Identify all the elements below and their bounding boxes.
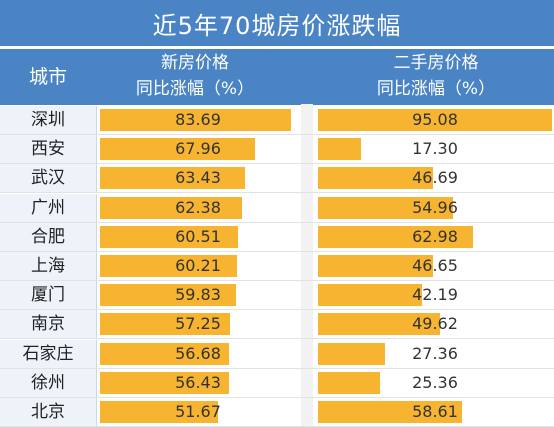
new-house-value-label: 60.51 [175, 226, 221, 246]
city-label: 厦门 [0, 281, 97, 310]
new-house-bar [100, 138, 255, 161]
second-hand-value-label: 27.36 [412, 343, 458, 363]
new-house-cell: 59.83 [100, 281, 296, 309]
second-hand-cell: 42.19 [318, 281, 552, 309]
table-row: 深圳 83.69 95.08 [0, 106, 554, 135]
new-house-bar [100, 196, 243, 219]
second-hand-bar [318, 284, 422, 307]
new-house-value-label: 63.43 [175, 168, 221, 188]
second-hand-cell: 58.61 [318, 398, 552, 426]
city-label: 深圳 [0, 106, 97, 134]
new-house-value-label: 67.96 [175, 139, 221, 159]
table-row: 武汉 63.43 46.69 [0, 164, 554, 194]
new-house-cell: 56.68 [100, 340, 296, 368]
second-hand-cell: 95.08 [318, 106, 552, 134]
city-label: 西安 [0, 135, 97, 164]
new-house-value-label: 59.83 [175, 285, 221, 305]
table-row: 南京 57.25 49.62 [0, 310, 554, 340]
second-hand-bar [318, 138, 361, 161]
column-header-second-hand-line2: 同比涨幅（%） [376, 79, 496, 99]
city-label: 徐州 [0, 368, 97, 397]
city-label: 合肥 [0, 222, 97, 251]
second-hand-bar [318, 109, 552, 131]
new-house-value-label: 83.69 [175, 110, 221, 129]
new-house-value-label: 60.21 [175, 256, 221, 275]
table-row: 广州 62.38 54.96 [0, 193, 554, 223]
second-hand-value-label: 95.08 [412, 110, 458, 129]
new-house-cell: 63.43 [100, 164, 296, 192]
second-hand-value-label: 49.62 [412, 314, 458, 334]
second-hand-bar [318, 196, 454, 219]
second-hand-bar [318, 167, 433, 190]
new-house-cell: 51.67 [100, 398, 296, 426]
new-house-value-label: 56.68 [175, 343, 221, 363]
second-hand-cell: 25.36 [318, 369, 552, 397]
second-hand-cell: 46.65 [318, 252, 552, 280]
column-header-city: 城市 [28, 66, 67, 88]
table-row: 石家庄 56.68 27.36 [0, 339, 554, 369]
table-row: 合肥 60.51 62.98 [0, 222, 554, 252]
new-house-cell: 83.69 [100, 106, 296, 134]
second-hand-value-label: 46.69 [412, 168, 458, 188]
new-house-value-label: 62.38 [175, 197, 221, 217]
second-hand-value-label: 17.30 [412, 139, 458, 159]
second-hand-cell: 54.96 [318, 194, 552, 222]
new-house-bar [100, 225, 238, 248]
new-house-cell: 56.43 [100, 369, 296, 397]
second-hand-cell: 62.98 [318, 223, 552, 251]
second-hand-value-label: 54.96 [412, 197, 458, 217]
new-house-bar [100, 167, 245, 190]
column-header-second-hand-line1: 二手房价格 [393, 53, 479, 73]
second-hand-value-label: 46.65 [412, 256, 458, 275]
new-house-bar [100, 313, 231, 336]
city-label: 石家庄 [0, 339, 97, 368]
new-house-bar [100, 342, 230, 365]
second-hand-cell: 27.36 [318, 340, 552, 368]
table-row: 厦门 59.83 42.19 [0, 281, 554, 311]
new-house-bar [100, 371, 229, 394]
new-house-cell: 67.96 [100, 135, 296, 163]
city-label: 上海 [0, 252, 97, 280]
new-house-cell: 60.51 [100, 223, 296, 251]
new-house-bar [100, 109, 291, 131]
second-hand-bar [318, 342, 386, 365]
city-label: 南京 [0, 310, 97, 339]
column-divider [301, 104, 313, 427]
second-hand-value-label: 62.98 [412, 226, 458, 246]
table-row: 北京 51.67 58.61 [0, 398, 554, 427]
new-house-cell: 62.38 [100, 194, 296, 222]
second-hand-cell: 46.69 [318, 164, 552, 192]
new-house-value-label: 56.43 [175, 372, 221, 392]
second-hand-bar [318, 225, 473, 248]
column-header-new-house-line1: 新房价格 [161, 53, 229, 73]
new-house-bar [100, 401, 218, 423]
new-house-bar [100, 284, 237, 307]
new-house-value-label: 57.25 [175, 314, 221, 334]
second-hand-value-label: 42.19 [412, 285, 458, 305]
second-hand-bar [318, 313, 440, 336]
second-hand-cell: 49.62 [318, 310, 552, 338]
city-label: 武汉 [0, 164, 97, 193]
table-row: 西安 67.96 17.30 [0, 135, 554, 165]
table-row: 上海 60.21 46.65 [0, 252, 554, 281]
second-hand-bar [318, 371, 381, 394]
second-hand-value-label: 25.36 [412, 372, 458, 392]
city-label: 广州 [0, 193, 97, 222]
chart-title: 近5年70城房价涨跌幅 [0, 0, 554, 46]
new-house-value-label: 51.67 [175, 402, 221, 421]
second-hand-cell: 17.30 [318, 135, 552, 163]
new-house-cell: 57.25 [100, 310, 296, 338]
column-header-new-house-line2: 同比涨幅（%） [135, 79, 255, 99]
column-header-row: 城市 新房价格 同比涨幅（%） 二手房价格 同比涨幅（%） [0, 48, 554, 105]
column-header-new-house: 新房价格 同比涨幅（%） [100, 50, 290, 102]
second-hand-bar [318, 255, 433, 277]
table-row: 徐州 56.43 25.36 [0, 368, 554, 398]
city-label: 北京 [0, 398, 97, 426]
new-house-cell: 60.21 [100, 252, 296, 280]
second-hand-bar [318, 401, 463, 423]
column-header-second-hand: 二手房价格 同比涨幅（%） [318, 50, 554, 102]
new-house-bar [100, 255, 238, 277]
second-hand-value-label: 58.61 [412, 402, 458, 421]
